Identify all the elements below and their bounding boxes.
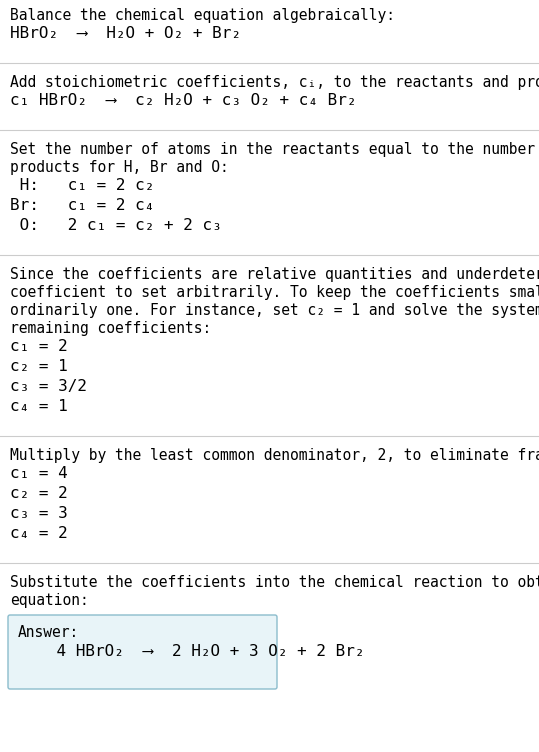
Text: c₂ = 1: c₂ = 1	[10, 359, 68, 374]
Text: Answer:: Answer:	[18, 625, 79, 640]
Text: Set the number of atoms in the reactants equal to the number of atoms in the: Set the number of atoms in the reactants…	[10, 142, 539, 157]
Text: Multiply by the least common denominator, 2, to eliminate fractional coefficient: Multiply by the least common denominator…	[10, 448, 539, 463]
Text: c₄ = 2: c₄ = 2	[10, 526, 68, 541]
Text: equation:: equation:	[10, 593, 89, 608]
Text: Br:   c₁ = 2 c₄: Br: c₁ = 2 c₄	[10, 198, 154, 213]
Text: c₃ = 3/2: c₃ = 3/2	[10, 379, 87, 394]
Text: H:   c₁ = 2 c₂: H: c₁ = 2 c₂	[10, 178, 154, 193]
Text: c₁ HBrO₂  ⟶  c₂ H₂O + c₃ O₂ + c₄ Br₂: c₁ HBrO₂ ⟶ c₂ H₂O + c₃ O₂ + c₄ Br₂	[10, 93, 356, 108]
Text: c₃ = 3: c₃ = 3	[10, 506, 68, 521]
Text: c₁ = 4: c₁ = 4	[10, 466, 68, 481]
Text: c₄ = 1: c₄ = 1	[10, 399, 68, 414]
Text: remaining coefficients:: remaining coefficients:	[10, 321, 211, 336]
Text: Add stoichiometric coefficients, cᵢ, to the reactants and products:: Add stoichiometric coefficients, cᵢ, to …	[10, 75, 539, 90]
Text: coefficient to set arbitrarily. To keep the coefficients small, the arbitrary va: coefficient to set arbitrarily. To keep …	[10, 285, 539, 300]
Text: ordinarily one. For instance, set c₂ = 1 and solve the system of equations for t: ordinarily one. For instance, set c₂ = 1…	[10, 303, 539, 318]
FancyBboxPatch shape	[8, 615, 277, 689]
Text: HBrO₂  ⟶  H₂O + O₂ + Br₂: HBrO₂ ⟶ H₂O + O₂ + Br₂	[10, 26, 241, 41]
Text: c₁ = 2: c₁ = 2	[10, 339, 68, 354]
Text: Since the coefficients are relative quantities and underdetermined, choose a: Since the coefficients are relative quan…	[10, 267, 539, 282]
Text: Balance the chemical equation algebraically:: Balance the chemical equation algebraica…	[10, 8, 395, 23]
Text: O:   2 c₁ = c₂ + 2 c₃: O: 2 c₁ = c₂ + 2 c₃	[10, 218, 222, 233]
Text: Substitute the coefficients into the chemical reaction to obtain the balanced: Substitute the coefficients into the che…	[10, 575, 539, 590]
Text: c₂ = 2: c₂ = 2	[10, 486, 68, 501]
Text: products for H, Br and O:: products for H, Br and O:	[10, 160, 229, 175]
Text: 4 HBrO₂  ⟶  2 H₂O + 3 O₂ + 2 Br₂: 4 HBrO₂ ⟶ 2 H₂O + 3 O₂ + 2 Br₂	[18, 644, 364, 659]
